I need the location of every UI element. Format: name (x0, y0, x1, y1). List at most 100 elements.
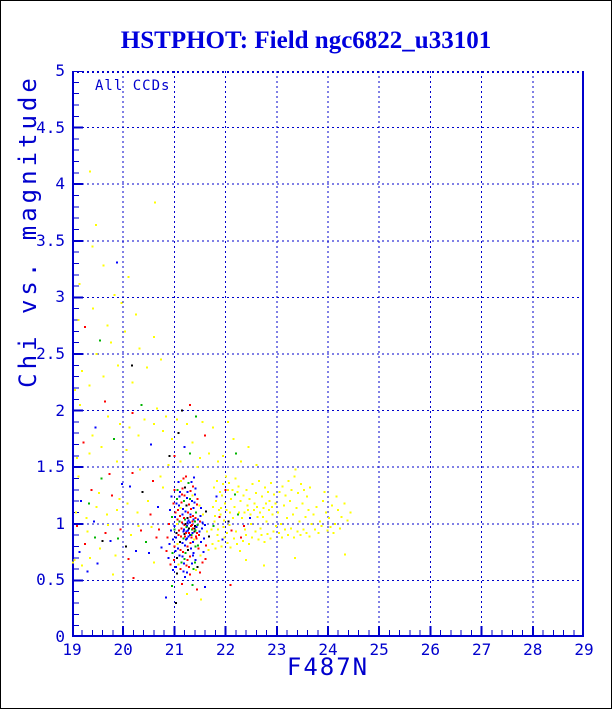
data-point (194, 535, 197, 538)
data-point (189, 547, 192, 550)
data-point (256, 516, 259, 518)
data-point (346, 519, 349, 522)
data-point (243, 525, 245, 528)
data-point (272, 530, 275, 533)
data-point (193, 501, 196, 504)
data-point (176, 497, 178, 500)
data-point (99, 339, 102, 342)
data-point (186, 423, 189, 426)
data-point (187, 511, 190, 514)
data-point (199, 554, 202, 557)
data-point (289, 500, 292, 503)
data-point (191, 514, 194, 517)
data-point (181, 487, 184, 490)
data-point (178, 520, 181, 523)
data-point (177, 480, 180, 483)
data-point (205, 544, 208, 547)
data-point (136, 511, 139, 514)
data-point (199, 571, 201, 574)
data-point (290, 527, 293, 530)
data-point (302, 528, 305, 531)
data-point (226, 542, 229, 544)
data-point (225, 509, 228, 512)
data-point (182, 537, 185, 540)
data-point (315, 505, 318, 508)
data-point (204, 557, 207, 560)
data-point (214, 547, 217, 550)
data-point (337, 509, 340, 512)
data-point (112, 573, 114, 576)
data-point (190, 523, 193, 526)
data-point (188, 565, 191, 568)
data-point (77, 475, 80, 478)
data-point (177, 563, 180, 566)
data-point (96, 562, 99, 565)
data-point (184, 510, 187, 513)
data-point (79, 403, 82, 406)
data-point (187, 519, 190, 522)
data-point (106, 523, 109, 526)
data-point (198, 530, 201, 533)
data-point (189, 490, 192, 492)
data-point (276, 511, 279, 514)
data-point (216, 528, 219, 531)
y-tick-label: 3.5 (36, 230, 65, 250)
data-point (184, 544, 187, 547)
y-tick-label: 5 (55, 61, 65, 80)
data-point (184, 486, 187, 489)
y-tick-label: 1 (55, 513, 65, 533)
data-point (349, 511, 352, 514)
data-point (173, 528, 176, 531)
data-point (87, 502, 90, 505)
data-point (334, 522, 337, 525)
data-point (192, 538, 195, 541)
data-point (224, 502, 227, 505)
data-point (119, 423, 122, 426)
x-tick-label: 19 (62, 640, 82, 659)
data-point (165, 596, 168, 599)
data-point (221, 494, 223, 497)
data-point (172, 502, 175, 505)
data-point (284, 528, 286, 531)
data-point (95, 353, 98, 355)
data-point (169, 529, 172, 532)
data-point (116, 509, 119, 512)
x-tick-label: 25 (369, 640, 389, 659)
data-point (203, 537, 206, 540)
data-point (155, 536, 158, 539)
data-point (85, 517, 88, 520)
data-point (160, 546, 163, 549)
data-point (253, 502, 256, 505)
data-point (254, 492, 257, 495)
data-point (186, 496, 189, 499)
data-point (116, 460, 119, 463)
data-point (302, 488, 305, 491)
x-tick-label: 27 (471, 640, 492, 659)
data-point (152, 336, 155, 338)
data-point (188, 534, 191, 537)
data-point (125, 449, 128, 452)
data-point (185, 475, 188, 478)
data-point (222, 454, 224, 457)
data-point (231, 517, 234, 520)
data-point (306, 495, 308, 498)
data-point (174, 565, 177, 568)
data-point (179, 507, 182, 509)
data-point (174, 536, 177, 539)
data-point (193, 530, 196, 533)
data-point (113, 437, 115, 440)
data-point (200, 540, 202, 543)
data-point (177, 432, 180, 435)
data-point (186, 571, 189, 574)
data-point (287, 534, 290, 537)
data-point (176, 488, 179, 491)
data-point (268, 509, 271, 512)
data-point (294, 468, 297, 471)
data-point (233, 493, 236, 496)
data-point (181, 521, 184, 524)
data-point (135, 550, 137, 552)
data-point (249, 513, 252, 516)
data-point (193, 527, 196, 530)
data-point (145, 540, 148, 543)
y-tick-label: 4 (55, 174, 65, 194)
